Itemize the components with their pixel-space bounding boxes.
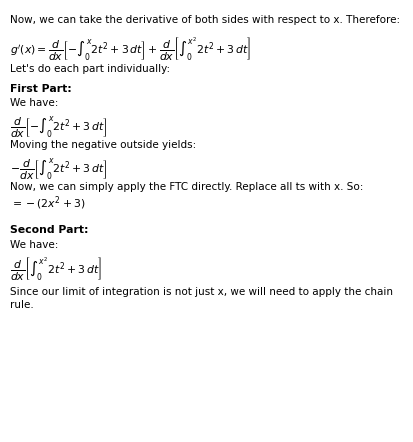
Text: $\dfrac{d}{dx}\left[\int_0^{x^2} 2t^2+3\,dt\right]$: $\dfrac{d}{dx}\left[\int_0^{x^2} 2t^2+3\… — [10, 256, 102, 283]
Text: rule.: rule. — [10, 300, 34, 310]
Text: Since our limit of integration is not just x, we will need to apply the chain: Since our limit of integration is not ju… — [10, 287, 393, 297]
Text: Second Part:: Second Part: — [10, 225, 89, 236]
Text: Now, we can simply apply the FTC directly. Replace all ts with x. So:: Now, we can simply apply the FTC directl… — [10, 182, 364, 192]
Text: First Part:: First Part: — [10, 84, 72, 94]
Text: We have:: We have: — [10, 240, 59, 250]
Text: $-\dfrac{d}{dx}\left[\int_0^{x} 2t^2+3\,dt\right]$: $-\dfrac{d}{dx}\left[\int_0^{x} 2t^2+3\,… — [10, 156, 108, 182]
Text: Moving the negative outside yields:: Moving the negative outside yields: — [10, 140, 197, 150]
Text: $= -(2x^2+3)$: $= -(2x^2+3)$ — [10, 194, 86, 212]
Text: $\dfrac{d}{dx}\left[-\int_0^{x} 2t^2+3\,dt\right]$: $\dfrac{d}{dx}\left[-\int_0^{x} 2t^2+3\,… — [10, 114, 108, 140]
Text: We have:: We have: — [10, 98, 59, 108]
Text: $g'(x) = \dfrac{d}{dx}\left[-\int_0^{x} 2t^2+3\,dt\right] + \dfrac{d}{dx}\left[\: $g'(x) = \dfrac{d}{dx}\left[-\int_0^{x} … — [10, 36, 251, 63]
Text: Let's do each part individually:: Let's do each part individually: — [10, 64, 171, 74]
Text: Now, we can take the derivative of both sides with respect to x. Therefore:: Now, we can take the derivative of both … — [10, 15, 401, 25]
